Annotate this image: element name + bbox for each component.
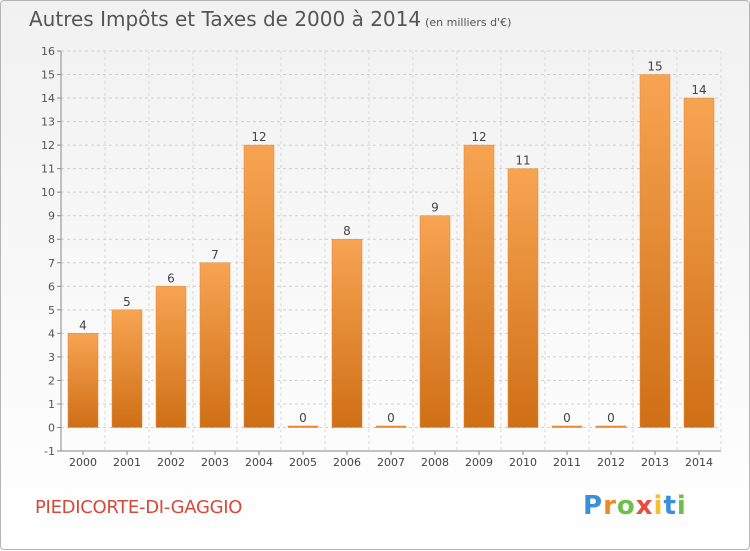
y-tick-label: 12 — [41, 139, 55, 152]
bar — [155, 286, 187, 428]
place-name: PIEDICORTE-DI-GAGGIO — [35, 497, 243, 518]
y-tick-label: 10 — [41, 186, 55, 199]
x-tick-label: 2005 — [289, 456, 317, 469]
x-tick-label: 2002 — [157, 456, 185, 469]
logo-letter: P — [583, 491, 604, 521]
x-tick-label: 2014 — [685, 456, 713, 469]
bar-value-label: 12 — [251, 130, 266, 144]
bar — [199, 262, 231, 428]
bar-value-label: 0 — [299, 411, 307, 425]
logo-letter: o — [616, 491, 636, 521]
bar — [375, 425, 407, 428]
y-tick-label: 11 — [41, 163, 55, 176]
bars: 4 5 6 7 12 0 8 0 9 12 11 0 0 15 14 — [67, 60, 715, 428]
y-tick-label: 13 — [41, 116, 55, 129]
logo-letter: x — [635, 491, 654, 521]
y-tick-label: 2 — [48, 374, 55, 387]
y-tick-label: -1 — [44, 445, 55, 458]
x-tick-label: 2006 — [333, 456, 361, 469]
chart-title-text: Autres Impôts et Taxes de 2000 à 2014 — [29, 7, 422, 31]
bar-value-label: 15 — [647, 60, 662, 74]
proxiti-logo: Proxiti — [583, 491, 687, 521]
y-tick-label: 9 — [48, 210, 55, 223]
bar — [639, 74, 671, 428]
bar-value-label: 0 — [387, 411, 395, 425]
logo-letter: i — [653, 491, 664, 521]
y-tick-label: 3 — [48, 351, 55, 364]
y-tick-label: 8 — [48, 233, 55, 246]
bar — [331, 238, 363, 428]
y-tick-label: 1 — [48, 398, 55, 411]
x-tick-label: 2011 — [553, 456, 581, 469]
bar — [419, 215, 451, 428]
bar — [111, 309, 143, 428]
y-tick-label: 14 — [41, 92, 55, 105]
bar-value-label: 6 — [167, 271, 175, 285]
y-tick-label: 0 — [48, 421, 55, 434]
bar-value-label: 14 — [691, 83, 706, 97]
bar-value-label: 11 — [515, 154, 530, 168]
bar — [551, 425, 583, 428]
bar-value-label: 8 — [343, 224, 351, 238]
bar — [67, 333, 99, 428]
bar — [683, 97, 715, 428]
x-tick-label: 2013 — [641, 456, 669, 469]
logo-letter: i — [676, 491, 687, 521]
x-tick-label: 2000 — [69, 456, 97, 469]
x-tick-label: 2007 — [377, 456, 405, 469]
chart-subtitle: (en milliers d'€) — [425, 16, 512, 29]
x-tick-label: 2012 — [597, 456, 625, 469]
x-tick-label: 2009 — [465, 456, 493, 469]
bar-value-label: 0 — [563, 411, 571, 425]
bar — [243, 144, 275, 428]
y-tick-label: 5 — [48, 304, 55, 317]
bar — [287, 425, 319, 428]
bar — [595, 425, 627, 428]
bar-value-label: 4 — [79, 318, 87, 332]
bar — [507, 168, 539, 428]
y-tick-label: 7 — [48, 257, 55, 270]
x-tick-label: 2008 — [421, 456, 449, 469]
bar — [463, 144, 495, 428]
x-tick-label: 2003 — [201, 456, 229, 469]
bar-value-label: 0 — [607, 411, 615, 425]
bar-value-label: 7 — [211, 248, 219, 262]
bar-value-label: 9 — [431, 201, 439, 215]
logo-letter: r — [603, 491, 617, 521]
x-tick-label: 2010 — [509, 456, 537, 469]
bar-value-label: 5 — [123, 295, 131, 309]
bar-value-label: 12 — [471, 130, 486, 144]
y-tick-label: 15 — [41, 69, 55, 82]
x-tick-label: 2001 — [113, 456, 141, 469]
x-tick-label: 2004 — [245, 456, 273, 469]
logo-letter: t — [663, 491, 677, 521]
chart-title: Autres Impôts et Taxes de 2000 à 2014 (en… — [29, 7, 511, 31]
y-tick-label: 16 — [41, 45, 55, 58]
y-tick-label: 6 — [48, 280, 55, 293]
y-tick-label: 4 — [48, 327, 55, 340]
